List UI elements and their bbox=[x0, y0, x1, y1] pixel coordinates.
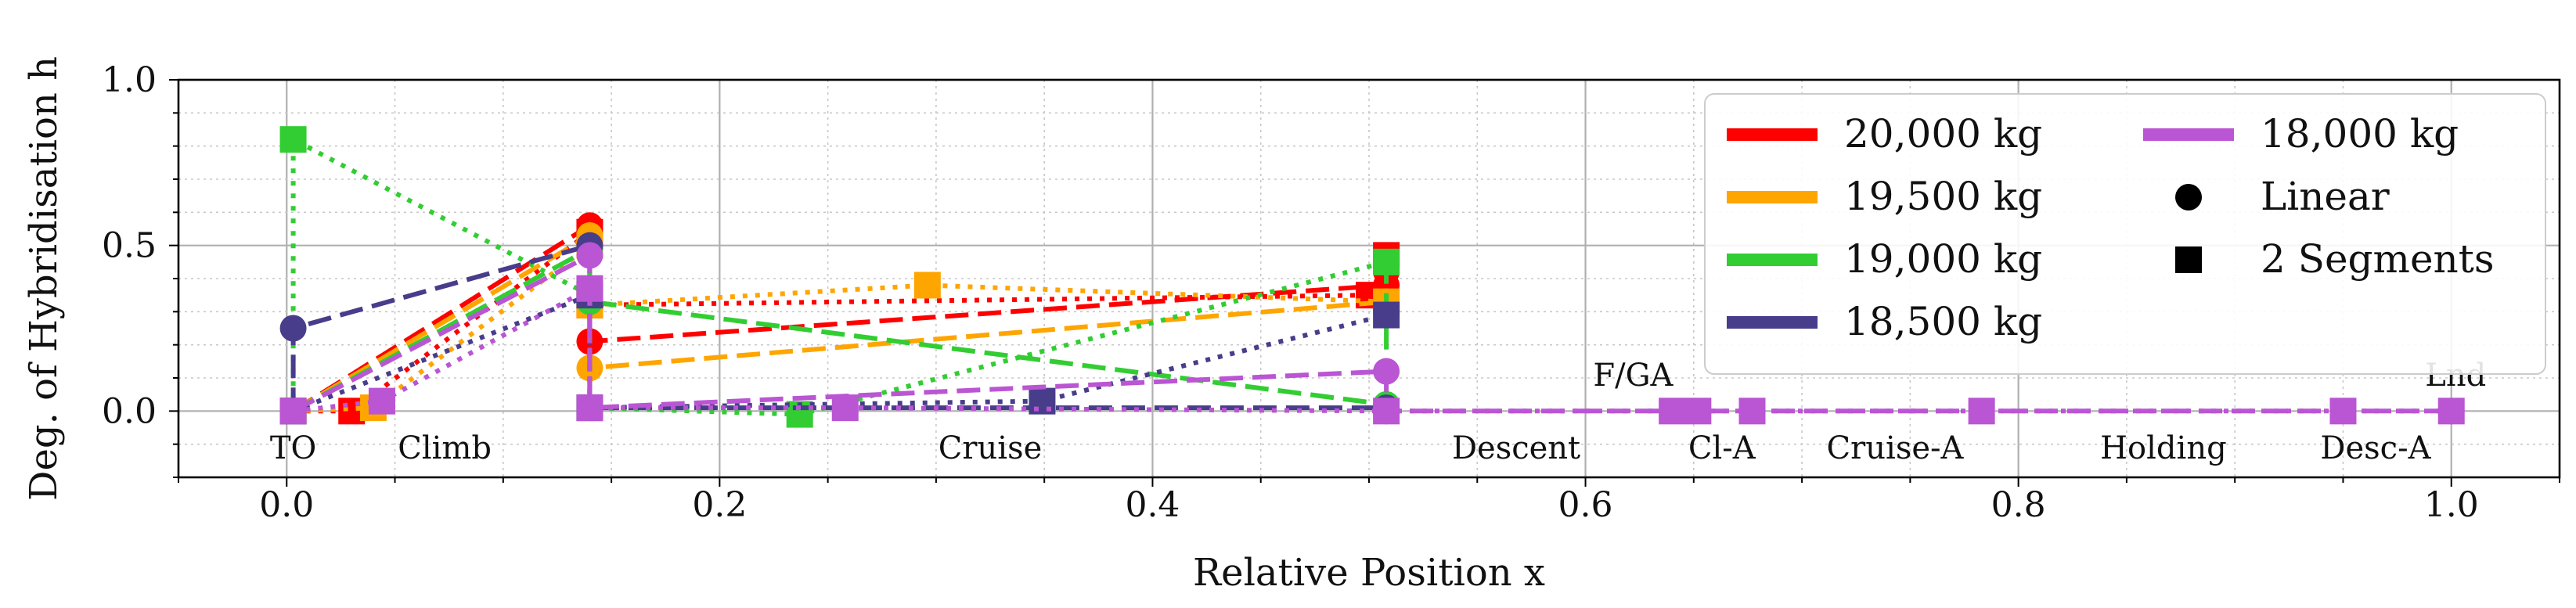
data-point bbox=[2437, 398, 2465, 425]
phase-labels: TO Climb Cruise Descent F/GA Cl-A Cruise-A Hold… bbox=[270, 358, 2486, 466]
phase-label: Cl-A bbox=[1688, 430, 1756, 466]
x-tick-label: 0.4 bbox=[1125, 485, 1180, 525]
data-point bbox=[1968, 398, 1995, 425]
x-axis-label: Relative Position x bbox=[1193, 551, 1545, 595]
legend-label: 18,500 kg bbox=[1844, 299, 2042, 344]
legend: 20,000 kg 19,500 kg 19,000 kg 18,500 kg 18,0… bbox=[1704, 93, 2546, 375]
y-tick-label: 0.0 bbox=[102, 391, 157, 431]
data-point bbox=[279, 315, 307, 342]
legend-label: 20,000 kg bbox=[1844, 111, 2042, 156]
legend-entry: Linear bbox=[2175, 174, 2390, 219]
data-point bbox=[1373, 398, 1400, 425]
data-point bbox=[576, 242, 603, 269]
phase-label: Cruise bbox=[939, 430, 1042, 466]
series-line bbox=[293, 240, 1387, 414]
phase-label: Cruise-A bbox=[1827, 430, 1965, 466]
axes bbox=[169, 78, 2561, 487]
legend-entry: 18,000 kg bbox=[2143, 111, 2459, 156]
y-tick-label: 1.0 bbox=[102, 60, 157, 100]
data-point bbox=[1373, 358, 1400, 385]
phase-label: Desc-A bbox=[2320, 430, 2431, 466]
phase-label: TO bbox=[270, 430, 316, 466]
data-point bbox=[913, 272, 941, 299]
data-point bbox=[1684, 398, 1712, 425]
data-point bbox=[1738, 398, 1766, 425]
series-line bbox=[290, 242, 1387, 412]
legend-entry: 20,000 kg bbox=[1727, 111, 2042, 156]
legend-entry: 19,000 kg bbox=[1727, 236, 2042, 282]
data-point bbox=[1029, 387, 1056, 415]
data-point bbox=[1373, 301, 1400, 329]
phase-label: F/GA bbox=[1593, 358, 1673, 394]
series-line bbox=[292, 291, 1387, 414]
data-point bbox=[831, 394, 859, 422]
legend-marker bbox=[2175, 184, 2202, 210]
phase-label: Holding bbox=[2100, 430, 2227, 466]
series-line bbox=[290, 135, 1387, 417]
legend-entry: 19,500 kg bbox=[1727, 174, 2042, 219]
series-18-000-kg-2-segments bbox=[279, 275, 2465, 425]
legend-label: 2 Segments bbox=[2261, 236, 2495, 282]
tick-labels: 0.0 0.2 0.4 0.6 0.8 1.0 0.0 0.5 1.0 bbox=[102, 60, 2479, 525]
legend-label: 19,000 kg bbox=[1844, 236, 2042, 282]
phase-label: Descent bbox=[1452, 430, 1580, 466]
data-point bbox=[279, 126, 307, 153]
data-point bbox=[576, 394, 603, 422]
phase-label: Climb bbox=[398, 430, 492, 466]
legend-box bbox=[1704, 93, 2546, 375]
x-tick-label: 0.0 bbox=[259, 485, 314, 525]
y-axis-label: Deg. of Hybridisation h bbox=[22, 56, 66, 501]
data-point bbox=[368, 387, 395, 415]
legend-label: 18,000 kg bbox=[2261, 111, 2459, 156]
legend-label: 19,500 kg bbox=[1844, 174, 2042, 219]
legend-label: Linear bbox=[2261, 174, 2390, 219]
x-tick-label: 0.2 bbox=[692, 485, 747, 525]
x-tick-label: 0.8 bbox=[1991, 485, 2046, 525]
data-point bbox=[279, 398, 307, 425]
y-tick-label: 0.5 bbox=[102, 226, 157, 266]
x-tick-label: 0.6 bbox=[1558, 485, 1613, 525]
plot-series bbox=[279, 126, 2465, 428]
legend-marker bbox=[2175, 246, 2202, 273]
data-point bbox=[576, 275, 603, 302]
data-point bbox=[1373, 248, 1400, 275]
legend-entry: 18,500 kg bbox=[1727, 299, 2042, 344]
data-point bbox=[1659, 398, 1686, 425]
data-point bbox=[2329, 398, 2357, 425]
x-tick-label: 1.0 bbox=[2424, 485, 2479, 525]
legend-entry: 2 Segments bbox=[2175, 236, 2495, 282]
